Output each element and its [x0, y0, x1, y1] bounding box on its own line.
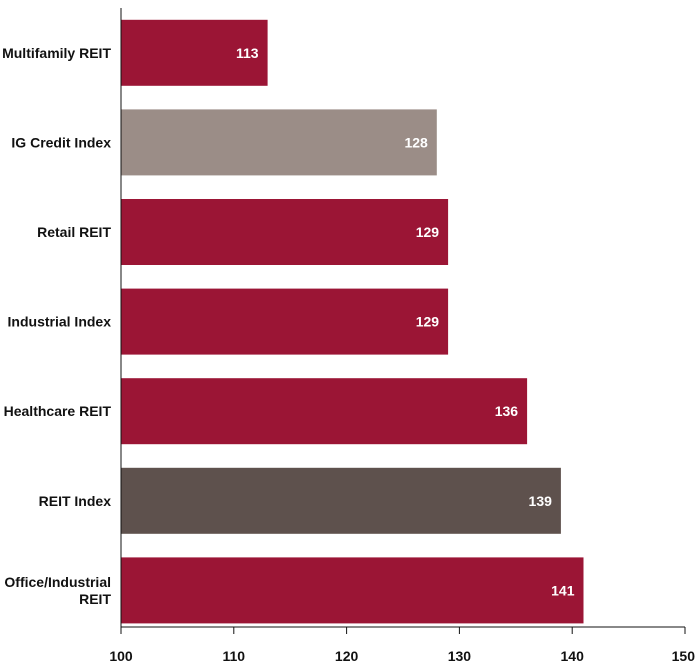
category-label: Healthcare REIT	[4, 403, 112, 419]
bar	[121, 557, 584, 624]
x-tick-label: 140	[561, 648, 585, 664]
category-label-line: Multifamily REIT	[2, 45, 111, 61]
x-tick-label: 110	[223, 648, 246, 664]
category-label: IG Credit Index	[11, 134, 111, 150]
x-tick-label: 120	[335, 648, 359, 664]
bars-layer	[121, 19, 584, 624]
x-tick-label: 100	[109, 648, 133, 664]
bar	[121, 288, 449, 355]
bar	[121, 109, 437, 176]
axes: 100 110 120 130 140 150	[109, 8, 695, 664]
category-label: REIT Index	[39, 493, 112, 509]
value-label: 136	[495, 403, 519, 419]
category-label: Industrial Index	[8, 314, 112, 330]
value-label: 113	[236, 45, 259, 61]
bar	[121, 467, 561, 534]
value-label: 129	[416, 224, 440, 240]
bar	[121, 378, 528, 445]
value-label: 128	[404, 134, 428, 150]
category-label-line: Office/Industrial	[4, 574, 111, 590]
x-tick-label: 150	[672, 648, 696, 664]
category-label: Office/Industrial REIT	[4, 574, 111, 607]
category-label-line: Industrial Index	[8, 314, 112, 330]
category-label: Retail REIT	[37, 224, 111, 240]
value-label: 129	[416, 314, 440, 330]
category-label-line: REIT Index	[39, 493, 112, 509]
category-label-line: Healthcare REIT	[4, 403, 112, 419]
category-label-line: Retail REIT	[37, 224, 111, 240]
value-label: 139	[529, 493, 553, 509]
value-label: 141	[551, 582, 575, 598]
category-label-line: IG Credit Index	[11, 134, 111, 150]
category-label: Multifamily REIT	[2, 45, 111, 61]
x-tick-label: 130	[448, 648, 472, 664]
bar	[121, 199, 449, 265]
bar	[121, 19, 268, 86]
category-labels: Multifamily REIT IG Credit Index Retail RE…	[2, 45, 111, 607]
value-labels: 113 128 129 129 136 139 141	[236, 45, 575, 599]
category-label-line: REIT	[79, 591, 111, 607]
